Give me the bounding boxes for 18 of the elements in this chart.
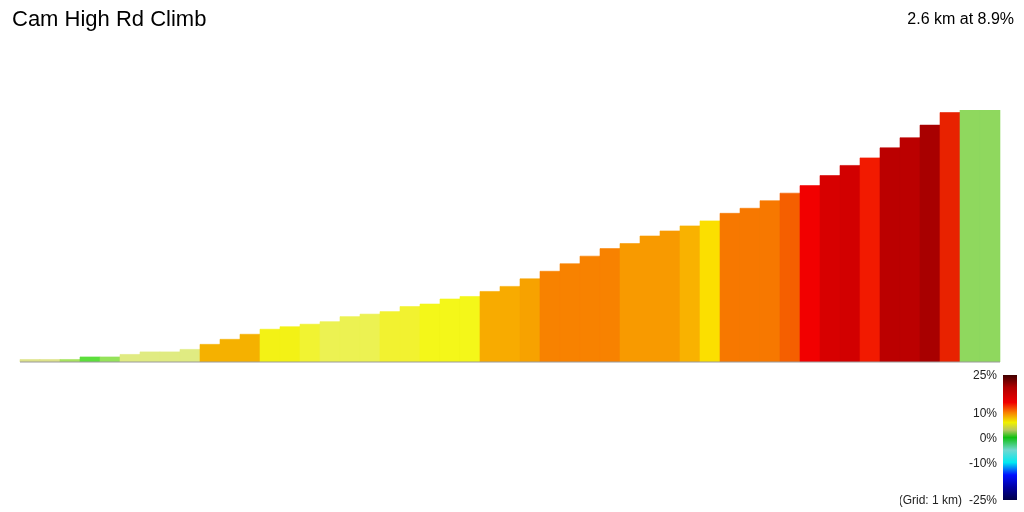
- color-bar-label: -25%: [968, 493, 998, 507]
- chart-subtitle: 2.6 km at 8.9%: [907, 10, 1014, 28]
- bar: [679, 225, 701, 362]
- bar: [99, 356, 121, 362]
- color-bar-label: 0%: [979, 430, 998, 445]
- bar: [779, 192, 801, 362]
- color-bar-label: -10%: [968, 455, 998, 470]
- bar: [299, 323, 321, 362]
- color-bar-label: 25%: [972, 368, 998, 382]
- bar: [799, 185, 821, 362]
- bar: [699, 220, 721, 362]
- text: (Grid: 1 km): [898, 493, 962, 507]
- chart-title: Cam High Rd Climb: [12, 6, 207, 32]
- color-bar-label: 10%: [972, 405, 998, 420]
- bar: [919, 124, 941, 362]
- bar: [859, 157, 881, 362]
- bar: [79, 356, 101, 362]
- bar: [939, 112, 961, 362]
